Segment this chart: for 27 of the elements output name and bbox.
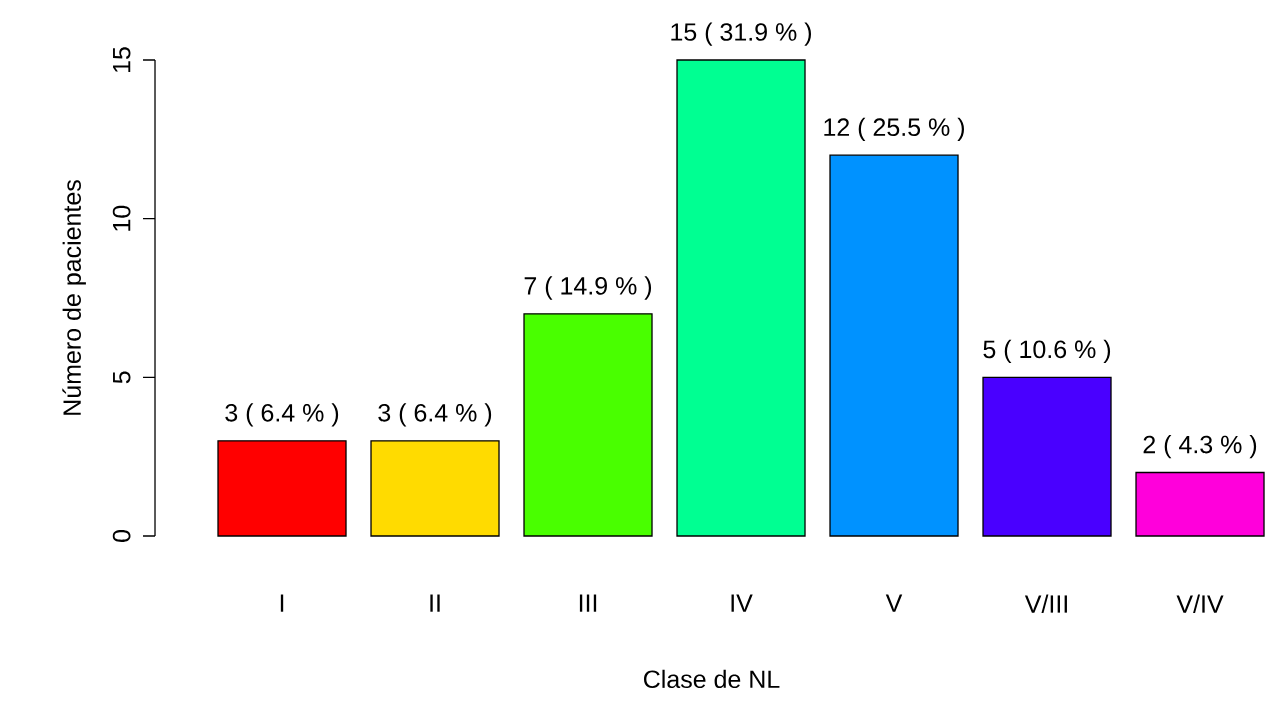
data-label: 2 ( 4.3 % ) xyxy=(1143,435,1257,459)
x-tick-label: III xyxy=(579,594,597,612)
x-tick-label: IV xyxy=(731,594,753,612)
x-tick-label: V xyxy=(885,594,903,612)
y-tick-label: 10 xyxy=(112,205,131,231)
data-label: 3 ( 6.4 % ) xyxy=(378,403,492,427)
x-tick-label: V/IV xyxy=(1176,594,1224,613)
data-label: 5 ( 10.6 % ) xyxy=(983,339,1111,364)
data-label: 12 ( 25.5 % ) xyxy=(824,117,964,141)
x-tick-label: I xyxy=(280,594,284,612)
y-tick-label: 5 xyxy=(113,371,131,384)
x-tick-label: V/III xyxy=(1024,594,1067,613)
bar xyxy=(829,154,959,537)
bar xyxy=(370,440,500,537)
data-label: 3 ( 6.4 % ) xyxy=(225,403,339,427)
y-tick-label: 0 xyxy=(112,530,131,542)
bar xyxy=(982,376,1112,537)
bar xyxy=(217,440,347,537)
data-label: 15 ( 31.9 % ) xyxy=(671,22,811,46)
x-tick-label: II xyxy=(430,594,440,612)
y-tick-label: 15 xyxy=(113,47,131,72)
data-label: 7 ( 14.9 % ) xyxy=(524,276,652,300)
x-axis-title: Clase de NL xyxy=(643,669,780,689)
y-axis-title: Número de pacientes xyxy=(62,180,86,415)
bar xyxy=(1135,471,1265,537)
bar xyxy=(523,313,653,537)
bar xyxy=(676,59,806,537)
